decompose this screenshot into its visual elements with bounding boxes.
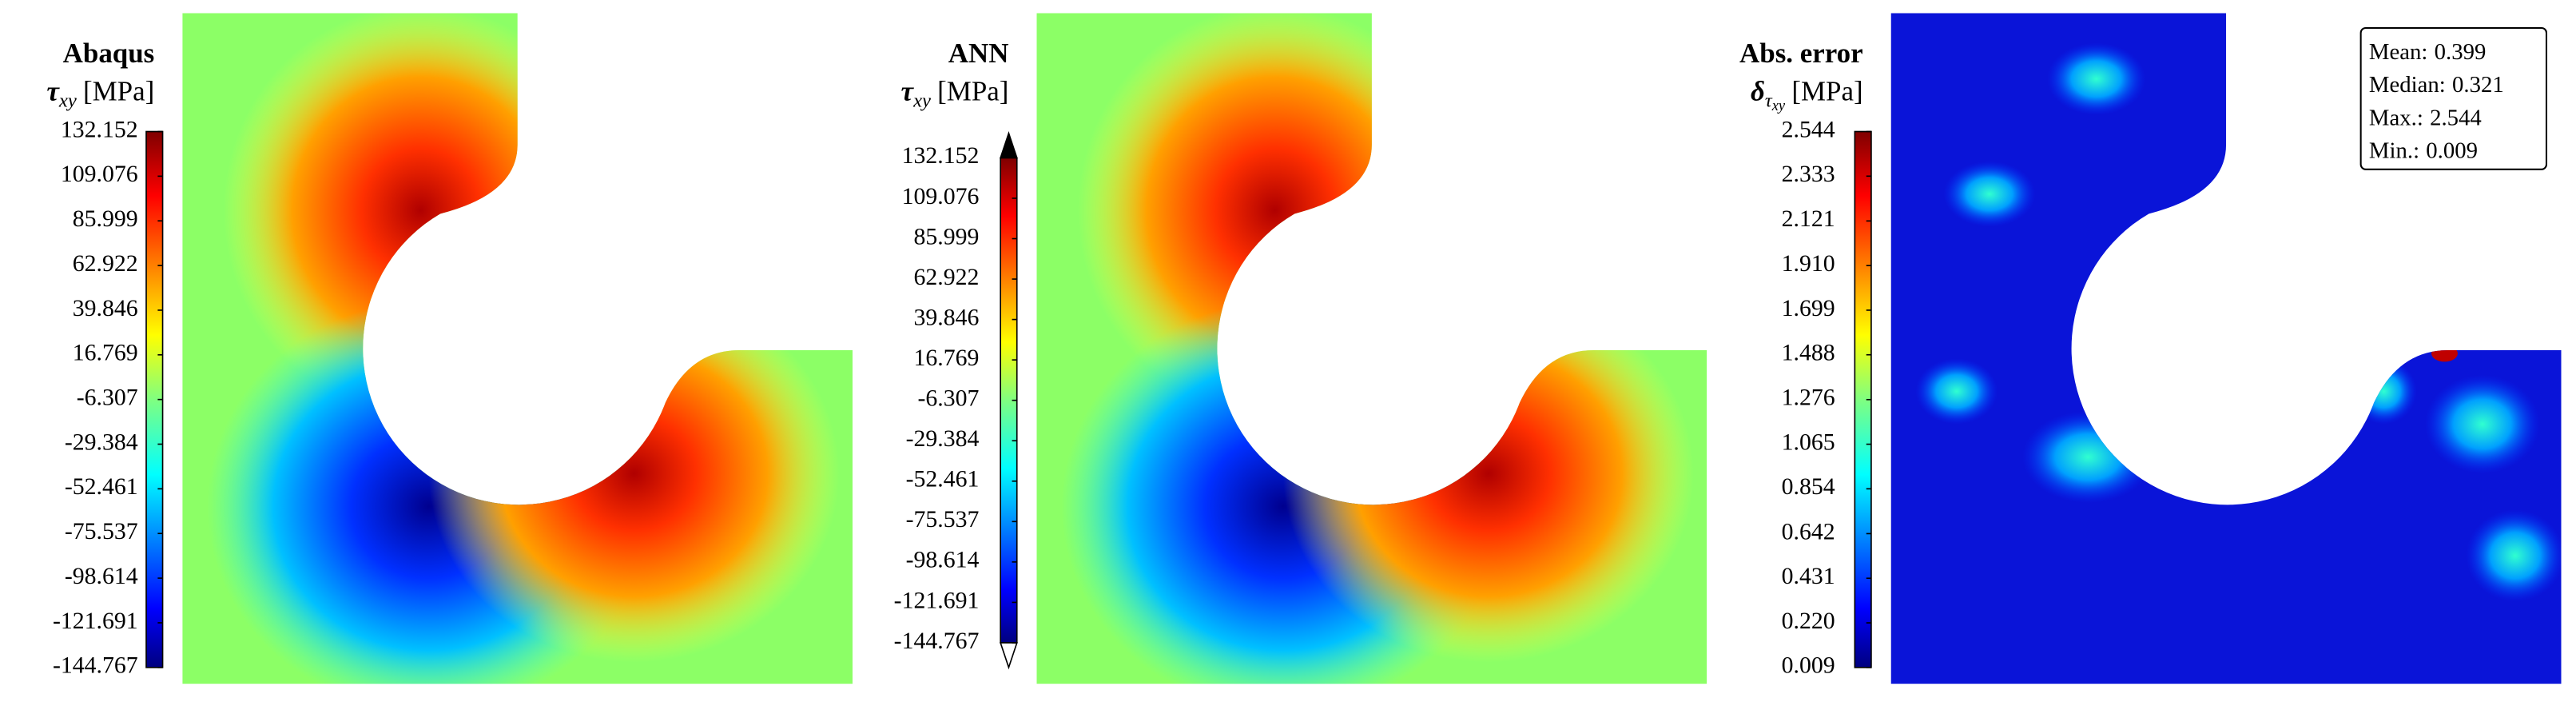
colorbar-tick-label: 0.220 xyxy=(1782,608,1835,634)
field-plot xyxy=(182,13,853,684)
quantity-label: δτxy [MPa] xyxy=(1751,75,1863,114)
subscript: xy xyxy=(58,90,77,112)
stat-value: 0.009 xyxy=(2426,138,2478,163)
colorbar-tick-label: -29.384 xyxy=(906,425,980,452)
quantity-label: τxy [MPa] xyxy=(46,75,154,111)
colorbar-tick-label: 39.846 xyxy=(73,295,138,321)
subsubscript: xy xyxy=(1771,98,1786,114)
colorbar-tick-label: 62.922 xyxy=(73,250,138,277)
colorbar-tick-label: 2.333 xyxy=(1782,161,1835,187)
colorbar-tick-label: -98.614 xyxy=(906,547,980,573)
subscript: τ xyxy=(1765,90,1773,112)
stat-label: Mean: xyxy=(2369,39,2428,65)
stat-label: Min.: xyxy=(2369,138,2419,163)
stat-label: Max.: xyxy=(2369,105,2423,130)
colorbar-tick-label: 109.076 xyxy=(902,183,980,209)
stat-line: Median: 0.321 xyxy=(2369,72,2504,98)
colorbar-extend-max xyxy=(1000,130,1018,159)
stat-value: 0.399 xyxy=(2435,39,2487,65)
colorbar-tick-label: -121.691 xyxy=(894,587,980,613)
colorbar-tick-label: 0.009 xyxy=(1782,652,1835,679)
symbol: τ xyxy=(901,75,915,106)
colorbar-tick-label: -29.384 xyxy=(65,429,138,455)
colorbar-tick-label: -75.537 xyxy=(906,506,980,532)
unit: [MPa] xyxy=(1791,75,1862,106)
colorbar-tick-label: -52.461 xyxy=(906,466,980,493)
unit: [MPa] xyxy=(83,75,154,106)
colorbar-tick-label: 85.999 xyxy=(913,223,979,249)
colorbar-tick-label: 132.152 xyxy=(61,116,138,142)
symbol: δ xyxy=(1751,75,1765,106)
colorbar-tick-label: 1.276 xyxy=(1782,385,1835,411)
colorbar-tick-label: 2.121 xyxy=(1782,205,1835,232)
colorbar-tick-label: 62.922 xyxy=(913,264,979,290)
colorbar-tick-label: 0.854 xyxy=(1782,473,1835,500)
subscript: xy xyxy=(912,90,931,112)
colorbar-tick-label: 16.769 xyxy=(73,340,138,366)
stat-line: Max.: 2.544 xyxy=(2369,105,2482,130)
colorbar-tick-label: 85.999 xyxy=(73,205,138,232)
stats-box xyxy=(2359,26,2548,170)
stat-value: 0.321 xyxy=(2452,72,2504,98)
colorbar-tick-label: -144.767 xyxy=(894,628,980,654)
colorbar-tick-label: 0.642 xyxy=(1782,518,1835,544)
colorbar-tick-label: 1.488 xyxy=(1782,340,1835,366)
colorbar-tick-label: 1.910 xyxy=(1782,250,1835,277)
field-plot xyxy=(1036,13,1707,684)
colorbar-tick-label: -6.307 xyxy=(917,385,979,412)
colorbar-tick-label: -75.537 xyxy=(65,518,138,544)
panel-title: ANN xyxy=(948,38,1009,69)
unit: [MPa] xyxy=(937,75,1008,106)
colorbar-tick-label: 109.076 xyxy=(61,161,138,187)
symbol: τ xyxy=(46,75,60,106)
colorbar-tick-label: -98.614 xyxy=(65,563,138,589)
colorbar-tick-label: -6.307 xyxy=(77,384,138,410)
stat-label: Median: xyxy=(2369,72,2446,98)
stat-line: Mean: 0.399 xyxy=(2369,39,2486,65)
colorbar-tick-label: 0.431 xyxy=(1782,563,1835,589)
colorbar-tick-label: 1.065 xyxy=(1782,429,1835,455)
stat-line: Min.: 0.009 xyxy=(2369,138,2478,163)
stat-value: 2.544 xyxy=(2430,105,2482,130)
colorbar-tick-label: -144.767 xyxy=(53,652,138,679)
colorbar-extend-min xyxy=(1000,642,1018,670)
colorbar-tick-label: -121.691 xyxy=(53,608,138,634)
colorbar-tick-label: 39.846 xyxy=(913,304,979,330)
panel-title: Abs. error xyxy=(1739,38,1863,69)
colorbar-tick-label: -52.461 xyxy=(65,473,138,500)
colorbar-tick-label: 132.152 xyxy=(902,142,980,169)
panel-title: Abaqus xyxy=(63,38,155,69)
colorbar-tick-label: 2.544 xyxy=(1782,116,1835,142)
colorbar-tick-label: 16.769 xyxy=(913,345,979,371)
quantity-label: τxy [MPa] xyxy=(901,75,1009,111)
colorbar-tick-label: 1.699 xyxy=(1782,295,1835,321)
